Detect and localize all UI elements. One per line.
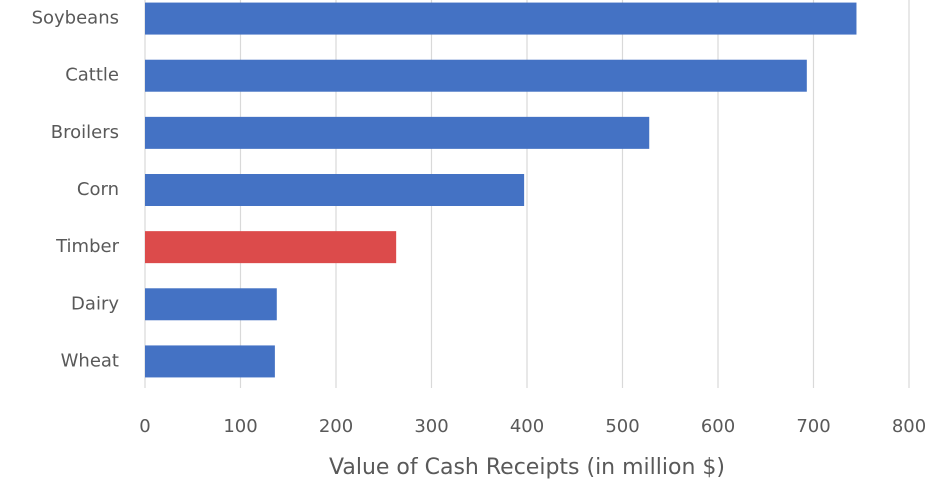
x-tick-label: 400	[510, 416, 544, 437]
bar	[145, 174, 525, 206]
bar	[145, 116, 650, 149]
bar	[145, 288, 277, 321]
x-tick-label: 600	[701, 416, 735, 437]
x-tick-label: 300	[414, 416, 448, 437]
x-tick-label: 700	[796, 416, 830, 437]
x-axis-title: Value of Cash Receipts (in million $)	[329, 455, 725, 480]
y-tick-label: Timber	[55, 236, 119, 257]
y-tick-label: Wheat	[61, 350, 119, 371]
y-tick-label: Broilers	[51, 122, 119, 143]
x-tick-label: 200	[319, 416, 353, 437]
x-tick-label: 800	[892, 416, 926, 437]
bar	[145, 231, 397, 264]
y-tick-label: Soybeans	[32, 8, 119, 29]
y-tick-label: Corn	[77, 179, 119, 200]
x-tick-label: 100	[223, 416, 257, 437]
bar	[145, 59, 807, 92]
bar	[145, 345, 275, 378]
x-tick-label: 0	[139, 416, 150, 437]
x-tick-label: 500	[605, 416, 639, 437]
y-tick-label: Dairy	[71, 293, 119, 314]
bar	[145, 2, 857, 35]
y-tick-label: Cattle	[65, 65, 119, 86]
